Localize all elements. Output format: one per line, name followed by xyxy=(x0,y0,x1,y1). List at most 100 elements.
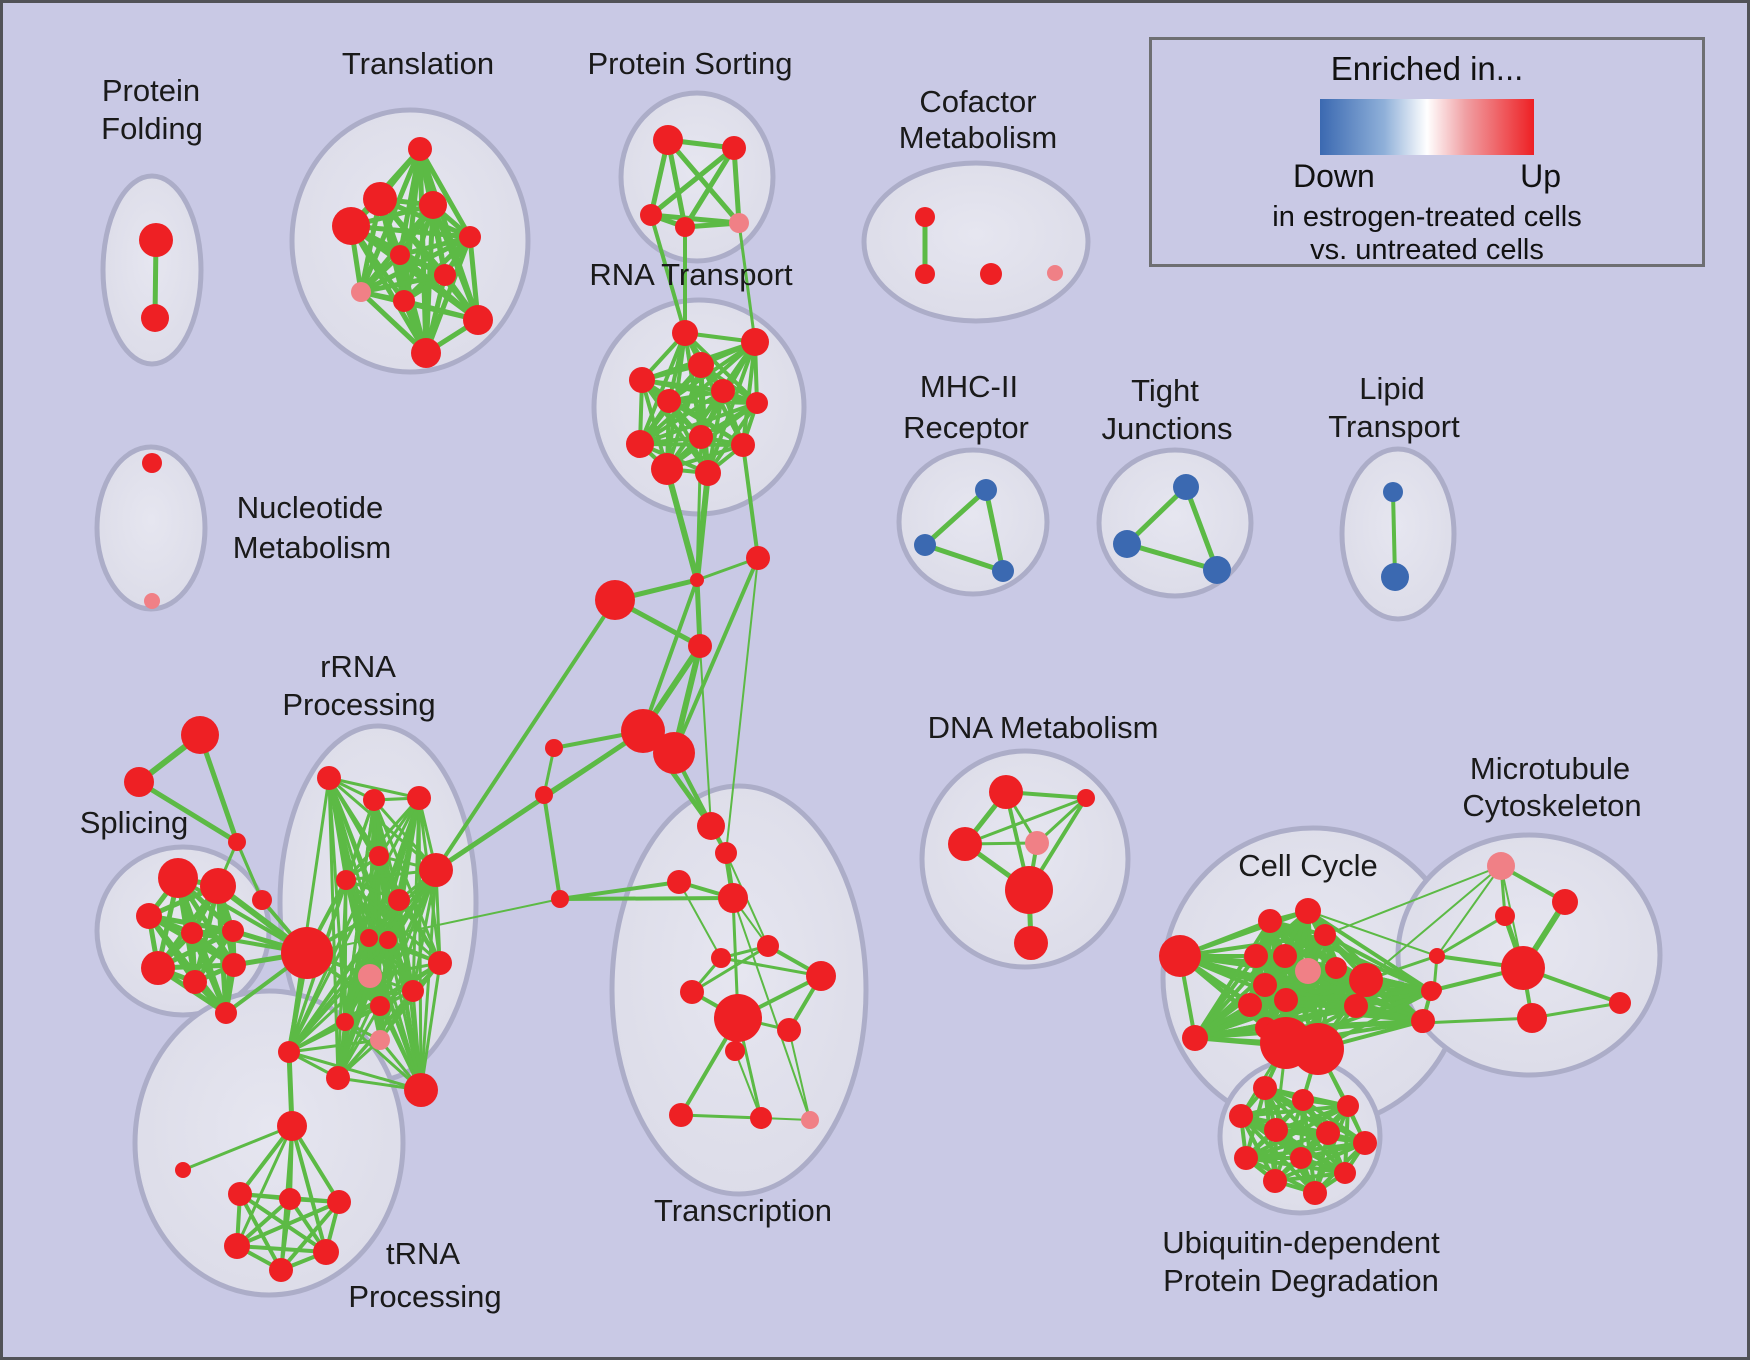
gene-set-node-red xyxy=(175,1162,191,1178)
gene-set-node-red xyxy=(1274,988,1298,1012)
gene-set-node-red xyxy=(653,125,683,155)
overlap-edge-trna-processing xyxy=(181,1124,294,1172)
gene-set-node-red xyxy=(278,1041,300,1063)
cluster-label-microtubule-cytoskeleton: Cytoskeleton xyxy=(1462,788,1641,823)
gene-set-node-red xyxy=(463,305,493,335)
gene-set-node-red xyxy=(332,207,370,245)
gene-set-node-red xyxy=(277,1111,307,1141)
gene-set-node-red xyxy=(419,853,453,887)
gene-set-node-red xyxy=(718,883,748,913)
overlap-edge xyxy=(664,466,700,583)
gene-set-node-red xyxy=(183,970,207,994)
gene-set-node-red xyxy=(228,833,246,851)
gene-set-node-red xyxy=(545,739,563,757)
gene-set-node-red xyxy=(1495,906,1515,926)
gene-set-node-red xyxy=(680,980,704,1004)
gene-set-node-red xyxy=(1337,1095,1359,1117)
gene-set-node-red xyxy=(697,812,725,840)
gene-set-node-red xyxy=(1238,993,1262,1017)
gene-set-node-red xyxy=(725,1041,745,1061)
gene-set-node-red xyxy=(379,931,397,949)
overlap-edge-transcription xyxy=(679,1113,763,1120)
cluster-ellipse-nucleotide-metabolism xyxy=(94,444,208,612)
gene-set-node-red xyxy=(228,1182,252,1206)
gene-set-node-red xyxy=(222,953,246,977)
overlap-edge xyxy=(542,793,562,901)
gene-set-node-red xyxy=(757,935,779,957)
legend-box: Enriched in... Down Up in estrogen-treat… xyxy=(1149,37,1705,267)
gene-set-node-red xyxy=(317,766,341,790)
gene-set-node-red xyxy=(595,580,635,620)
gene-set-node-red xyxy=(1263,1169,1287,1193)
overlap-edge-rrna-processing xyxy=(386,938,423,1092)
overlap-edge xyxy=(725,557,759,854)
cluster-ellipse-protein-folding xyxy=(100,173,204,367)
gene-set-node-red xyxy=(715,842,737,864)
overlap-edge-rrna-processing xyxy=(411,868,438,993)
cluster-label-microtubule-cytoskeleton: Microtubule xyxy=(1470,751,1630,786)
gene-set-node-red xyxy=(629,367,655,393)
gene-set-node-red xyxy=(621,709,665,753)
gene-set-node-red xyxy=(626,430,654,458)
gene-set-node-blue xyxy=(1173,474,1199,500)
gene-set-node-red xyxy=(411,338,441,368)
overlap-edge-protein-sorting xyxy=(665,137,742,226)
overlap-edge-protein-sorting xyxy=(731,145,742,226)
gene-set-node-red xyxy=(989,775,1023,809)
gene-set-node-red xyxy=(181,716,219,754)
overlap-edge-trna-processing xyxy=(235,1200,341,1248)
gene-set-node-red xyxy=(746,546,770,570)
gene-set-node-red xyxy=(215,1002,237,1024)
gene-set-node-red xyxy=(1303,1181,1327,1205)
gene-set-node-red xyxy=(360,929,378,947)
overlap-edge-rrna-processing xyxy=(287,938,390,1054)
overlap-edge-cell-cycle xyxy=(1263,983,1433,993)
gene-set-node-pink xyxy=(729,213,749,233)
cluster-ellipse-mhc-ii-receptor xyxy=(896,447,1050,597)
cluster-label-trna-processing: Processing xyxy=(348,1279,501,1314)
gene-set-node-pink xyxy=(1025,831,1049,855)
cluster-label-rna-transport: RNA Transport xyxy=(589,257,793,292)
overlap-edge-lipid-transport xyxy=(1391,490,1397,579)
overlap-edge-rrna-processing xyxy=(378,868,438,1042)
gene-set-node-red xyxy=(419,191,447,219)
overlap-edge-trna-processing xyxy=(235,1244,328,1254)
overlap-edge-rrna-processing xyxy=(287,1050,423,1092)
overlap-edge-ubiquitin-degradation xyxy=(1239,1104,1350,1118)
gene-set-node-pink xyxy=(358,964,382,988)
cluster-label-cofactor-metabolism: Cofactor xyxy=(919,84,1036,119)
gene-set-node-red xyxy=(124,767,154,797)
gene-set-node-red xyxy=(1334,1162,1356,1184)
cluster-label-ubiquitin-degradation: Protein Degradation xyxy=(1163,1263,1439,1298)
gene-set-node-red xyxy=(369,846,389,866)
overlap-edge-tight-junctions xyxy=(1124,541,1220,573)
gene-set-node-red xyxy=(1253,1076,1277,1100)
cluster-label-trna-processing: tRNA xyxy=(386,1236,460,1271)
overlap-edge-translation xyxy=(348,223,429,356)
gene-set-node-red xyxy=(653,732,695,774)
cluster-label-dna-metabolism: DNA Metabolism xyxy=(928,710,1159,745)
cluster-label-tight-junctions: Junctions xyxy=(1102,411,1233,446)
gene-set-node-red xyxy=(336,1013,354,1031)
cluster-label-protein-folding: Folding xyxy=(101,111,203,146)
gene-set-node-red xyxy=(141,304,169,332)
gene-set-node-red xyxy=(142,453,162,473)
gene-set-node-red xyxy=(404,1073,438,1107)
gene-set-node-red xyxy=(1290,1147,1312,1169)
gene-set-node-red xyxy=(741,328,769,356)
overlap-edge-transcription xyxy=(732,897,811,1121)
gene-set-node-red xyxy=(327,1190,351,1214)
gene-set-node-red xyxy=(640,204,662,226)
overlap-edge-hub xyxy=(672,556,760,755)
overlap-edge-rrna-processing xyxy=(287,776,331,1054)
gene-set-node-red xyxy=(1295,898,1321,924)
gene-set-node-red xyxy=(1234,1146,1258,1170)
gene-set-node-red xyxy=(1077,789,1095,807)
gene-set-node-red xyxy=(313,1239,339,1265)
gene-set-node-red xyxy=(252,890,272,910)
overlap-edge xyxy=(434,598,617,872)
cluster-label-protein-sorting: Protein Sorting xyxy=(587,46,792,81)
gene-set-node-red xyxy=(388,889,410,911)
gene-set-node-red xyxy=(651,453,683,485)
gene-set-node-red xyxy=(1353,1131,1377,1155)
